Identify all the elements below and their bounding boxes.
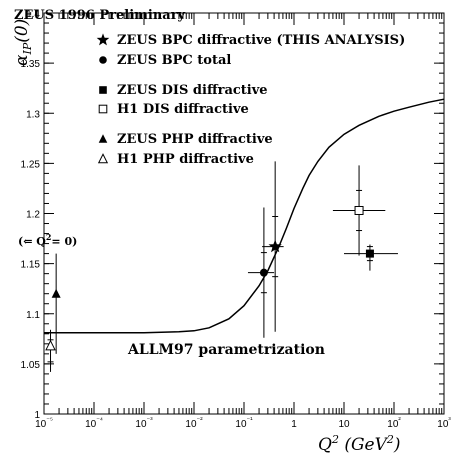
data-point — [262, 161, 284, 332]
allm97-curve — [44, 98, 445, 334]
legend-label: H1 PHP diffractive — [117, 152, 254, 167]
x-tick-label: 10⁻⁵ — [35, 417, 53, 430]
y-tick-label: 1.1 — [26, 310, 40, 321]
axis-ticks: 10⁻⁵ 10⁻⁴ 10⁻³ 10⁻² 10⁻¹ 1 10 10² 10³ 1 1.05 1.1 1.1… — [21, 9, 452, 430]
x-tick-label: 10⁻⁴ — [85, 417, 103, 430]
data-point — [51, 253, 61, 354]
data-point — [332, 165, 386, 256]
y-tick-label: 1.3 — [26, 109, 40, 120]
marker-square-open — [354, 205, 364, 215]
y-tick-label: 1.25 — [21, 159, 41, 170]
x-axis-label: Q2 (GeV2) — [318, 433, 401, 455]
chart-title: ZEUS 1996 Preliminary — [14, 8, 186, 23]
data-points — [45, 161, 398, 372]
y-tick-label: 1.2 — [26, 210, 40, 221]
legend-label: ZEUS BPC total — [117, 53, 231, 68]
legend-marker — [99, 86, 107, 94]
x-tick-label: 10⁻¹ — [235, 417, 253, 430]
legend-marker — [98, 104, 108, 114]
y-tick-label: 1 — [34, 410, 40, 421]
legend-marker — [96, 33, 110, 46]
marker-triangle-open — [45, 339, 56, 351]
x-tick-label: 1 — [291, 419, 297, 430]
marker-circle-filled — [259, 268, 268, 277]
curve-label: ALLM97 parametrization — [127, 342, 325, 358]
x-tick-label: 10⁻³ — [135, 417, 153, 430]
y-tick-label: 1.35 — [21, 59, 41, 70]
legend: ZEUS BPC diffractive (THIS ANALYSIS) ZEUS… — [96, 33, 405, 167]
y-tick-label: 1.15 — [21, 260, 41, 271]
legend-marker — [98, 134, 108, 143]
data-point — [344, 244, 398, 271]
legend-label: H1 DIS diffractive — [117, 102, 249, 117]
y-axis-label: αIP(0) — [12, 19, 34, 66]
marker-star-filled — [268, 239, 282, 253]
legend-label: ZEUS DIS diffractive — [117, 83, 268, 98]
y-tick-label: 1.05 — [21, 360, 41, 371]
marker-square-filled — [365, 249, 374, 258]
marker-triangle-filled — [51, 288, 61, 298]
x-tick-label: 10⁻² — [185, 417, 203, 430]
x-tick-label: 10³ — [437, 417, 451, 430]
x-tick-label: 10² — [387, 417, 401, 430]
q2-zero-annotation: (⇐ Q2= 0) — [18, 232, 77, 248]
data-point — [247, 207, 275, 338]
x-tick-label: 10 — [338, 419, 350, 430]
legend-marker — [97, 153, 109, 164]
legend-label: ZEUS PHP diffractive — [117, 132, 273, 147]
data-point — [45, 329, 56, 372]
legend-marker — [99, 56, 107, 64]
allm97-curve-group — [44, 98, 445, 334]
y-tick-label: 1.4 — [26, 9, 40, 20]
legend-label: ZEUS BPC diffractive (THIS ANALYSIS) — [117, 33, 405, 48]
